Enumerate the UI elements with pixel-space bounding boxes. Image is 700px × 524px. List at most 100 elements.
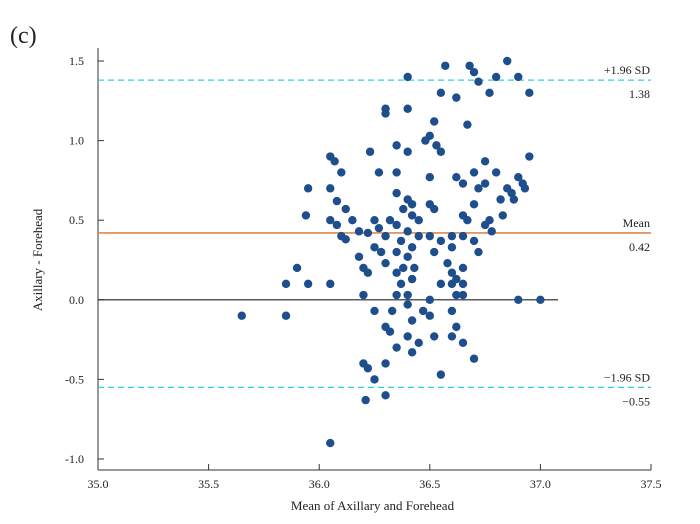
data-point [392, 290, 401, 300]
data-point [458, 179, 468, 188]
x-tick-label: 36.5 [419, 477, 440, 491]
data-point [463, 120, 472, 129]
data-point [326, 438, 335, 448]
data-point [407, 243, 417, 252]
data-point [341, 235, 350, 244]
data-point [425, 295, 434, 304]
mean-label: Mean [623, 216, 650, 230]
data-point [441, 61, 450, 70]
data-point [370, 243, 379, 252]
data-point [385, 216, 395, 225]
data-point [370, 306, 379, 316]
data-point [396, 279, 406, 289]
data-point [525, 88, 534, 98]
data-point [301, 211, 311, 220]
data-point [363, 268, 373, 277]
y-axis-title: Axillary - Forehead [30, 208, 45, 311]
data-point [403, 332, 412, 341]
x-axis-title: Mean of Axillary and Forehead [291, 498, 455, 513]
y-tick-label: -0.5 [65, 372, 84, 386]
panel-label: (c) [10, 23, 37, 49]
data-point [469, 67, 479, 77]
data-point [326, 216, 335, 225]
data-point [392, 220, 401, 230]
data-point [326, 279, 335, 289]
data-point [370, 375, 379, 384]
data-point [498, 211, 507, 220]
y-tick-label: 1.0 [69, 134, 84, 148]
data-point [491, 72, 501, 82]
data-point [303, 279, 313, 289]
data-point [503, 56, 512, 66]
data-point [403, 227, 412, 236]
data-point [514, 173, 523, 182]
data-point [403, 104, 412, 113]
data-point [458, 290, 468, 300]
data-point [491, 168, 501, 177]
data-point [507, 188, 516, 198]
data-point [303, 184, 313, 193]
data-point [330, 157, 339, 166]
y-tick-label: 0.0 [69, 293, 84, 307]
data-point [354, 227, 364, 236]
data-point [403, 252, 412, 262]
data-point [430, 332, 439, 341]
data-point [414, 338, 423, 347]
data-point [458, 279, 468, 289]
data-point [430, 204, 439, 214]
data-point [452, 93, 461, 102]
data-point [376, 247, 386, 257]
data-point [514, 295, 523, 304]
lower_loa-value: −0.55 [622, 394, 650, 408]
data-point [392, 343, 401, 352]
data-point [447, 306, 457, 316]
data-point [487, 227, 496, 236]
data-point [452, 290, 461, 300]
upper_loa-value: 1.38 [629, 87, 650, 101]
data-point [332, 220, 342, 230]
data-point [469, 168, 479, 177]
data-point [474, 247, 483, 257]
data-point [536, 295, 545, 304]
x-tick-label: 35.0 [88, 477, 109, 491]
data-point [447, 268, 457, 277]
data-point [485, 216, 494, 225]
data-point [436, 279, 446, 289]
data-point [447, 332, 457, 341]
data-point [381, 104, 390, 113]
data-point [332, 196, 342, 206]
y-tick-label: 1.5 [69, 54, 84, 68]
x-tick-label: 37.5 [641, 477, 662, 491]
data-point [399, 263, 408, 273]
data-point [458, 338, 468, 347]
data-point [381, 359, 390, 368]
data-point [436, 236, 446, 246]
x-tick-label: 37.0 [530, 477, 551, 491]
y-tick-label: 0.5 [69, 213, 84, 227]
data-point [341, 204, 350, 214]
data-point [430, 247, 439, 257]
data-point [407, 211, 417, 220]
data-point [403, 72, 412, 82]
data-point [410, 263, 419, 273]
data-point [496, 195, 505, 204]
data-point [381, 231, 390, 241]
data-point [292, 263, 302, 273]
data-point [432, 141, 441, 150]
data-point [407, 200, 417, 209]
data-point [399, 204, 408, 214]
data-point [465, 61, 474, 70]
data-point [281, 311, 291, 320]
data-point [361, 395, 370, 405]
data-point [469, 236, 479, 246]
data-point [337, 168, 346, 177]
data-point [514, 72, 523, 82]
data-point [425, 231, 434, 241]
data-point [452, 173, 461, 182]
data-point [458, 231, 468, 241]
data-point [474, 77, 483, 86]
lower_loa-label: −1.96 SD [604, 370, 650, 384]
data-point [326, 184, 335, 193]
